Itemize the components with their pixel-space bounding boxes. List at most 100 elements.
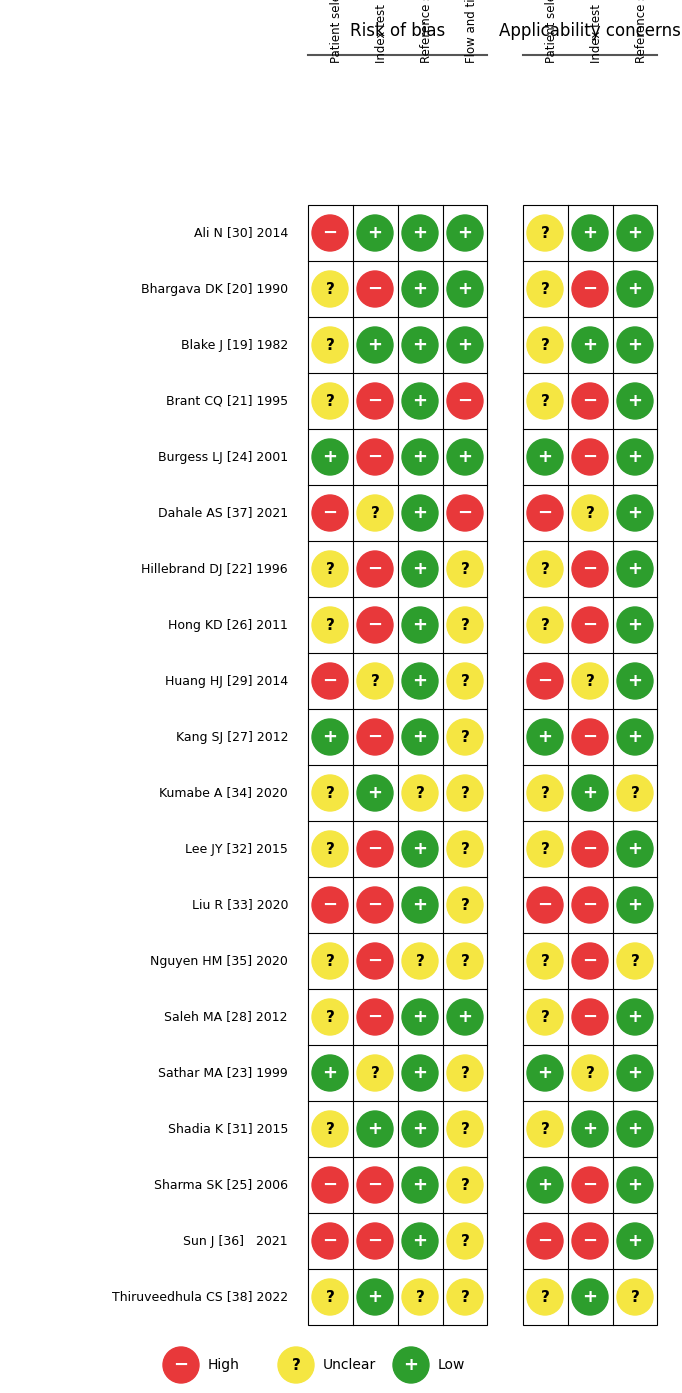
Text: Bhargava DK [20] 1990: Bhargava DK [20] 1990 bbox=[141, 283, 288, 295]
Text: ?: ? bbox=[460, 1066, 469, 1081]
Circle shape bbox=[447, 327, 483, 364]
Text: ?: ? bbox=[460, 1121, 469, 1137]
Text: ?: ? bbox=[460, 730, 469, 744]
Circle shape bbox=[527, 832, 563, 866]
Circle shape bbox=[312, 719, 348, 755]
Circle shape bbox=[312, 607, 348, 644]
Circle shape bbox=[357, 215, 393, 251]
Text: +: + bbox=[413, 504, 428, 522]
Text: +: + bbox=[458, 224, 473, 242]
Text: Nguyen HM [35] 2020: Nguyen HM [35] 2020 bbox=[150, 954, 288, 968]
Text: Ali N [30] 2014: Ali N [30] 2014 bbox=[194, 227, 288, 240]
Text: ?: ? bbox=[586, 1066, 595, 1081]
Circle shape bbox=[393, 1347, 429, 1383]
Circle shape bbox=[312, 999, 348, 1035]
Text: High: High bbox=[208, 1358, 240, 1372]
Text: +: + bbox=[582, 1120, 597, 1138]
Text: +: + bbox=[627, 449, 642, 467]
Circle shape bbox=[447, 272, 483, 306]
Text: Flow and timing: Flow and timing bbox=[465, 0, 478, 63]
Text: Risk of bias: Risk of bias bbox=[350, 22, 445, 40]
Text: +: + bbox=[458, 280, 473, 298]
Text: +: + bbox=[413, 1176, 428, 1194]
Circle shape bbox=[527, 887, 563, 924]
Text: +: + bbox=[413, 280, 428, 298]
Text: Liu R [33] 2020: Liu R [33] 2020 bbox=[192, 898, 288, 911]
Circle shape bbox=[357, 887, 393, 924]
Circle shape bbox=[572, 887, 608, 924]
Text: −: − bbox=[368, 280, 383, 298]
Text: −: − bbox=[582, 729, 597, 747]
Text: ?: ? bbox=[415, 786, 424, 801]
Circle shape bbox=[163, 1347, 199, 1383]
Circle shape bbox=[402, 607, 438, 644]
Text: Hong KD [26] 2011: Hong KD [26] 2011 bbox=[168, 618, 288, 631]
Circle shape bbox=[402, 383, 438, 419]
Circle shape bbox=[447, 775, 483, 811]
Text: +: + bbox=[413, 896, 428, 914]
Circle shape bbox=[527, 272, 563, 306]
Text: Unclear: Unclear bbox=[323, 1358, 376, 1372]
Circle shape bbox=[312, 272, 348, 306]
Text: +: + bbox=[413, 671, 428, 690]
Circle shape bbox=[447, 943, 483, 979]
Circle shape bbox=[527, 1223, 563, 1259]
Circle shape bbox=[312, 215, 348, 251]
Circle shape bbox=[572, 439, 608, 475]
Circle shape bbox=[357, 495, 393, 531]
Text: +: + bbox=[413, 1231, 428, 1250]
Text: ?: ? bbox=[325, 561, 334, 577]
Circle shape bbox=[617, 495, 653, 531]
Text: Burgess LJ [24] 2001: Burgess LJ [24] 2001 bbox=[158, 450, 288, 464]
Circle shape bbox=[312, 383, 348, 419]
Text: +: + bbox=[627, 560, 642, 578]
Text: Index test: Index test bbox=[590, 4, 603, 63]
Text: ?: ? bbox=[541, 841, 550, 857]
Text: ?: ? bbox=[541, 281, 550, 297]
Text: −: − bbox=[582, 840, 597, 858]
Circle shape bbox=[357, 383, 393, 419]
Circle shape bbox=[357, 439, 393, 475]
Circle shape bbox=[527, 607, 563, 644]
Text: Huang HJ [29] 2014: Huang HJ [29] 2014 bbox=[165, 674, 288, 688]
Circle shape bbox=[572, 1055, 608, 1091]
Text: +: + bbox=[323, 729, 338, 747]
Text: +: + bbox=[413, 336, 428, 354]
Text: −: − bbox=[537, 896, 552, 914]
Circle shape bbox=[402, 1112, 438, 1146]
Text: −: − bbox=[458, 391, 473, 410]
Text: Sun J [36]   2021: Sun J [36] 2021 bbox=[183, 1234, 288, 1248]
Text: Hillebrand DJ [22] 1996: Hillebrand DJ [22] 1996 bbox=[141, 563, 288, 575]
Text: ?: ? bbox=[541, 1010, 550, 1024]
Circle shape bbox=[617, 439, 653, 475]
Circle shape bbox=[447, 719, 483, 755]
Text: +: + bbox=[413, 560, 428, 578]
Text: +: + bbox=[368, 336, 383, 354]
Circle shape bbox=[402, 215, 438, 251]
Text: ?: ? bbox=[541, 1290, 550, 1304]
Text: ?: ? bbox=[460, 953, 469, 968]
Text: +: + bbox=[627, 671, 642, 690]
Circle shape bbox=[402, 663, 438, 699]
Text: Dahale AS [37] 2021: Dahale AS [37] 2021 bbox=[158, 507, 288, 520]
Text: Sathar MA [23] 1999: Sathar MA [23] 1999 bbox=[158, 1067, 288, 1080]
Text: Lee JY [32] 2015: Lee JY [32] 2015 bbox=[185, 843, 288, 855]
Text: −: − bbox=[582, 896, 597, 914]
Circle shape bbox=[447, 1112, 483, 1146]
Text: +: + bbox=[627, 896, 642, 914]
Text: +: + bbox=[582, 336, 597, 354]
Text: −: − bbox=[368, 951, 383, 970]
Text: +: + bbox=[413, 224, 428, 242]
Circle shape bbox=[357, 775, 393, 811]
Text: Patient selection: Patient selection bbox=[545, 0, 558, 63]
Text: −: − bbox=[582, 391, 597, 410]
Circle shape bbox=[312, 887, 348, 924]
Text: Low: Low bbox=[438, 1358, 465, 1372]
Text: −: − bbox=[173, 1355, 188, 1373]
Circle shape bbox=[617, 607, 653, 644]
Text: +: + bbox=[368, 1120, 383, 1138]
Text: +: + bbox=[413, 449, 428, 467]
Circle shape bbox=[312, 663, 348, 699]
Circle shape bbox=[357, 999, 393, 1035]
Circle shape bbox=[617, 1223, 653, 1259]
